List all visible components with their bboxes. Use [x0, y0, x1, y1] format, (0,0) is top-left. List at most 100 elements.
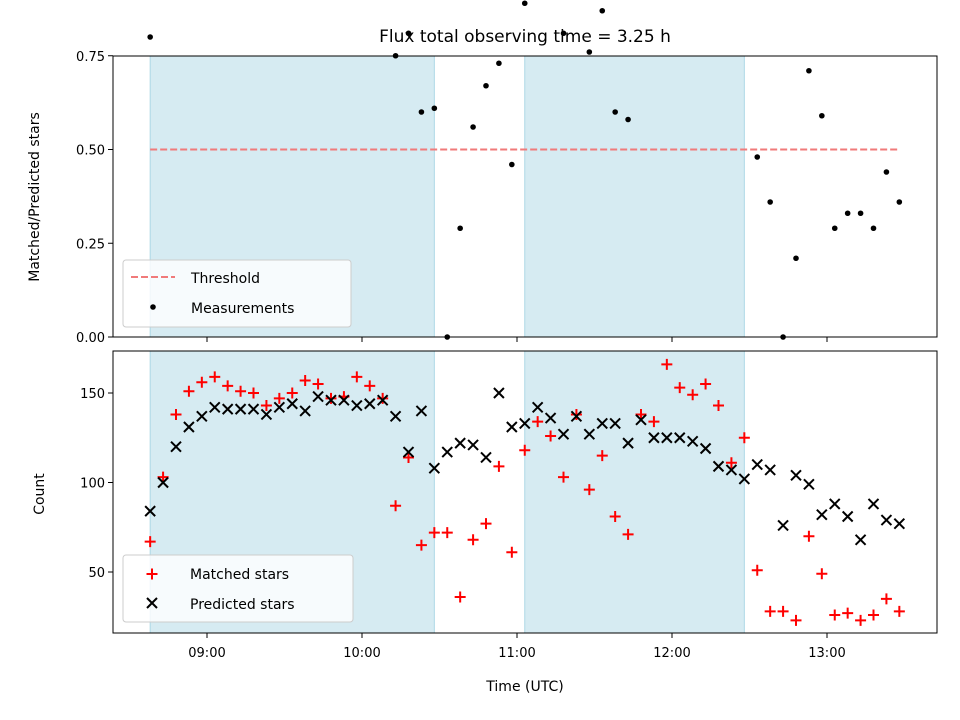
top-y-tick-label: 0.50	[76, 144, 105, 159]
predicted-star-point	[816, 509, 828, 521]
top-y-tick-label: 0.00	[76, 331, 105, 346]
matched-star-point	[351, 371, 363, 383]
legend-predicted-swatch	[146, 597, 158, 609]
top-y-axis-label: Matched/Predicted stars	[27, 112, 43, 282]
predicted-star-point	[841, 510, 854, 523]
measurement-point	[496, 60, 502, 67]
measurement-point	[509, 161, 515, 168]
top-legend: Threshold Measurements	[122, 259, 352, 328]
matched-star-point	[790, 614, 802, 626]
predicted-star-point	[725, 464, 738, 476]
matched-star-point	[286, 387, 298, 399]
matched-star-point	[170, 408, 182, 420]
chart-title: Flux total observing time = 3.25 h	[379, 27, 671, 47]
bottom-plot-frame	[112, 350, 938, 634]
predicted-star-point	[699, 442, 712, 455]
matched-star-point	[687, 389, 699, 401]
measurement-point	[586, 49, 593, 55]
matched-star-point	[868, 609, 879, 621]
matched-star-point	[764, 605, 776, 617]
matched-star-point	[738, 432, 750, 444]
predicted-star-point	[234, 403, 247, 415]
predicted-star-point	[157, 476, 169, 489]
matched-star-point	[570, 408, 582, 420]
predicted-star-point	[338, 394, 350, 406]
predicted-star-point	[674, 432, 686, 444]
predicted-star-point	[738, 473, 751, 485]
predicted-star-point	[428, 462, 441, 474]
matched-star-point	[209, 371, 221, 383]
predicted-star-point	[829, 498, 841, 510]
x-tick-label: 13:00	[808, 646, 845, 661]
matched-star-point	[222, 380, 234, 392]
predicted-star-point	[480, 451, 492, 464]
matched-star-point	[441, 527, 453, 539]
measurement-point	[612, 109, 618, 115]
top-plot-frame	[112, 55, 938, 338]
predicted-star-point	[570, 410, 583, 422]
measurement-point	[599, 7, 606, 14]
matched-star-point	[273, 392, 285, 404]
predicted-star-point	[273, 401, 286, 414]
matched-star-point	[777, 605, 789, 617]
predicted-star-point	[376, 394, 389, 406]
measurement-point	[754, 154, 761, 160]
matched-star-point	[880, 593, 892, 605]
predicted-star-point	[221, 403, 234, 415]
top-y-tick-label: 0.25	[76, 237, 105, 252]
predicted-star-point	[854, 534, 867, 546]
predicted-star-point	[286, 398, 298, 410]
matched-star-point	[506, 546, 518, 558]
measurement-point	[418, 109, 425, 115]
bottom-legend-box	[122, 554, 354, 623]
matched-star-point	[635, 408, 647, 420]
measurement-point	[767, 199, 773, 205]
measurement-point	[625, 116, 631, 123]
predicted-star-point	[790, 469, 802, 482]
predicted-star-point	[751, 458, 763, 471]
predicted-star-point	[467, 439, 479, 451]
matched-star-point	[558, 471, 569, 483]
predicted-star-point	[196, 410, 208, 422]
predicted-star-point	[402, 446, 415, 458]
matched-star-point	[532, 416, 544, 428]
bottom-y-axis-label: Count	[32, 473, 48, 515]
measurement-point	[521, 0, 528, 7]
legend-matched-label: Matched stars	[190, 567, 289, 583]
matched-star-point	[816, 568, 828, 580]
predicted-star-point	[648, 432, 660, 444]
predicted-star-point	[519, 417, 531, 430]
predicted-star-point	[686, 435, 699, 448]
bottom-legend: Matched stars Predicted stars	[122, 554, 354, 623]
predicted-star-point	[299, 405, 311, 417]
matched-star-point	[583, 484, 595, 496]
measurement-point	[147, 34, 153, 40]
matched-star-point	[648, 416, 660, 428]
legend-measurements-swatch	[150, 304, 156, 310]
predicted-star-point	[170, 440, 182, 453]
matched-star-point	[480, 518, 492, 530]
matched-star-point	[428, 527, 440, 539]
matched-star-point	[829, 609, 841, 621]
matched-star-point	[751, 564, 763, 576]
measurement-point	[819, 112, 825, 119]
predicted-star-point	[364, 398, 376, 410]
predicted-star-point	[260, 408, 273, 421]
matched-star-point	[855, 614, 867, 626]
predicted-star-point	[622, 437, 634, 449]
x-axis-label: Time (UTC)	[485, 679, 563, 695]
measurement-point	[560, 30, 567, 37]
top-legend-box	[122, 259, 352, 328]
predicted-star-point	[247, 403, 260, 415]
predicted-star-point	[544, 412, 557, 424]
top-shaded-interval-2	[524, 55, 745, 338]
matched-star-point	[713, 400, 724, 412]
predicted-star-point	[867, 498, 880, 510]
matched-star-point	[596, 450, 608, 462]
predicted-star-point	[454, 437, 466, 449]
bottom-y-tick-label: 100	[80, 477, 105, 492]
measurement-point	[806, 67, 812, 74]
matched-star-point	[842, 607, 854, 619]
predicted-star-point	[777, 519, 789, 532]
predicted-star-point	[609, 417, 621, 430]
